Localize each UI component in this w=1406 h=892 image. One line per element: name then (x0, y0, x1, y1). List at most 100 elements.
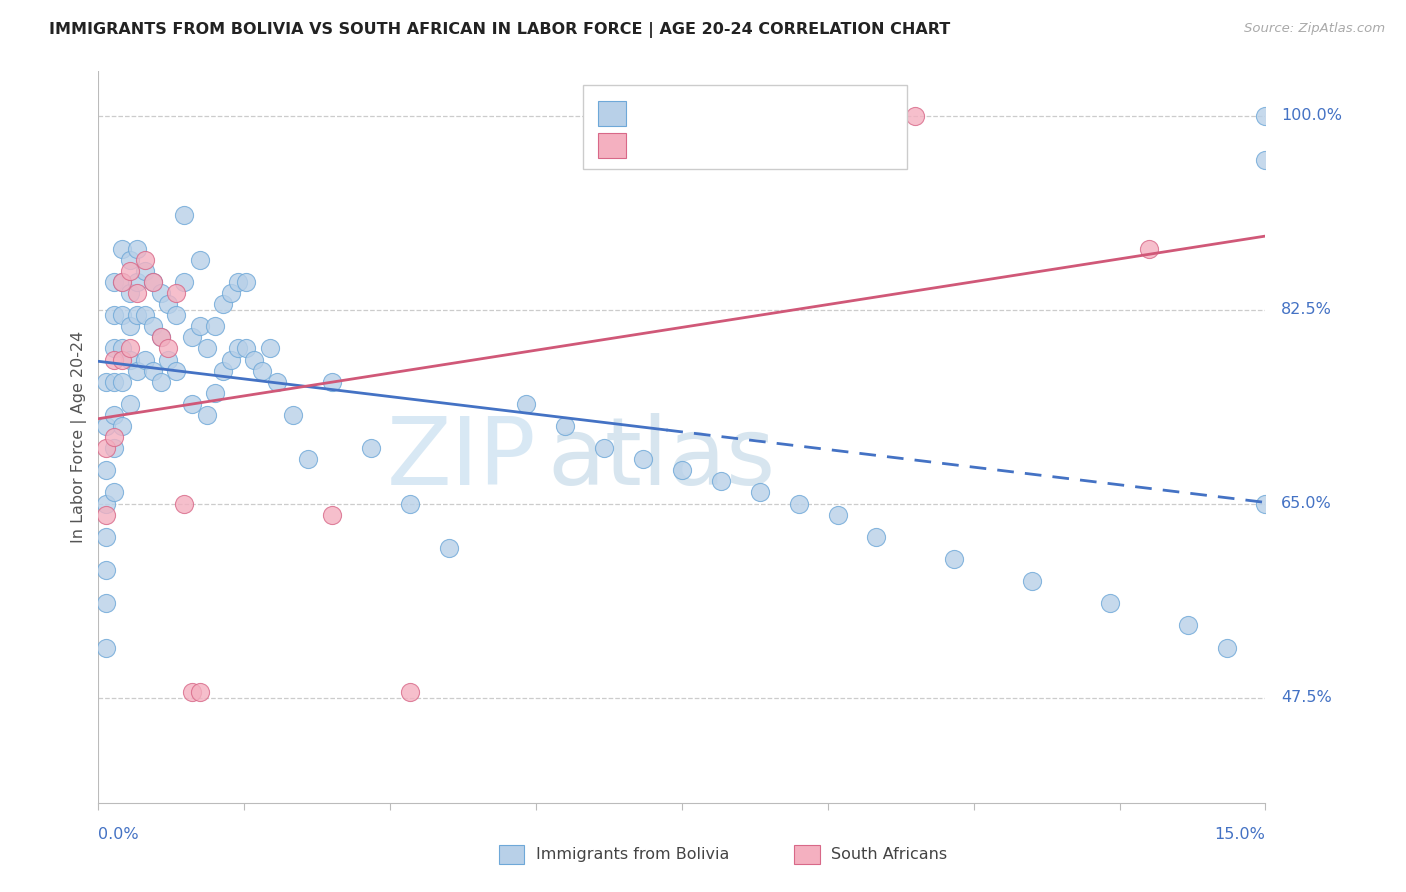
Point (142, 275, 165, 289)
Point (1137, 242, 1160, 256)
Point (103, 408, 125, 422)
Point (180, 397, 202, 411)
Point (111, 275, 134, 289)
Point (173, 275, 195, 289)
Y-axis label: In Labor Force | Age 20-24: In Labor Force | Age 20-24 (72, 331, 87, 543)
Point (111, 275, 134, 289)
Point (235, 342, 257, 356)
Text: R = -0.136   N = 90: R = -0.136 N = 90 (637, 103, 860, 123)
Point (96, 419, 118, 434)
Point (243, 352, 266, 367)
Point (631, 452, 654, 467)
Point (235, 275, 257, 289)
Point (111, 242, 134, 256)
Point (157, 297, 180, 311)
Point (228, 275, 250, 289)
Point (195, 342, 218, 356)
Point (266, 375, 288, 389)
Point (398, 685, 420, 699)
Point (1254, 497, 1277, 511)
Point (103, 375, 125, 389)
Point (111, 308, 134, 322)
Point (127, 308, 149, 322)
Point (157, 352, 180, 367)
Point (195, 408, 218, 422)
Point (118, 397, 141, 411)
Point (180, 685, 202, 699)
Point (96, 441, 118, 455)
Point (103, 275, 125, 289)
Point (103, 485, 125, 500)
Point (96, 497, 118, 511)
Point (787, 497, 810, 511)
Text: R =  0.301   N = 21: R = 0.301 N = 21 (637, 136, 860, 155)
Point (281, 408, 304, 422)
Point (134, 308, 156, 322)
Point (103, 441, 125, 455)
Point (165, 285, 187, 300)
Point (118, 342, 141, 356)
Point (134, 352, 156, 367)
Point (96, 596, 118, 610)
Point (118, 319, 141, 334)
Point (212, 297, 235, 311)
Text: atlas: atlas (548, 413, 776, 505)
Point (127, 285, 149, 300)
Point (188, 252, 211, 267)
Point (118, 352, 141, 367)
Point (103, 342, 125, 356)
Point (554, 419, 576, 434)
Point (134, 252, 156, 267)
Point (219, 352, 242, 367)
Point (96, 463, 118, 477)
Point (134, 264, 156, 278)
Point (96, 508, 118, 522)
Point (188, 319, 211, 334)
Point (103, 352, 125, 367)
Point (142, 363, 165, 377)
Point (1254, 153, 1277, 167)
Point (96, 530, 118, 544)
Point (118, 252, 141, 267)
Text: 65.0%: 65.0% (1281, 496, 1331, 511)
Point (228, 342, 250, 356)
Text: 0.0%: 0.0% (98, 827, 139, 842)
Point (165, 308, 187, 322)
Point (212, 363, 235, 377)
Point (865, 530, 887, 544)
Point (1254, 109, 1277, 123)
Text: 82.5%: 82.5% (1281, 302, 1331, 318)
Point (111, 375, 134, 389)
Text: IMMIGRANTS FROM BOLIVIA VS SOUTH AFRICAN IN LABOR FORCE | AGE 20-24 CORRELATION : IMMIGRANTS FROM BOLIVIA VS SOUTH AFRICAN… (49, 22, 950, 38)
Point (96, 563, 118, 577)
Point (671, 463, 693, 477)
Text: 15.0%: 15.0% (1215, 827, 1265, 842)
Point (127, 242, 149, 256)
Point (297, 452, 319, 467)
Point (748, 485, 770, 500)
Point (149, 330, 172, 344)
Point (1177, 618, 1199, 632)
Point (943, 552, 966, 566)
Point (219, 285, 242, 300)
Text: 47.5%: 47.5% (1281, 690, 1331, 705)
Point (173, 209, 195, 223)
Point (103, 308, 125, 322)
Point (250, 363, 273, 377)
Point (165, 363, 187, 377)
Point (1098, 596, 1121, 610)
Point (149, 285, 172, 300)
Point (360, 441, 382, 455)
Point (127, 275, 149, 289)
Point (96, 375, 118, 389)
Point (118, 285, 141, 300)
Point (96, 640, 118, 655)
Point (204, 319, 226, 334)
Point (437, 541, 460, 555)
Point (127, 363, 149, 377)
Point (173, 497, 195, 511)
Point (149, 330, 172, 344)
Point (111, 352, 134, 367)
Point (157, 342, 180, 356)
Point (515, 397, 537, 411)
